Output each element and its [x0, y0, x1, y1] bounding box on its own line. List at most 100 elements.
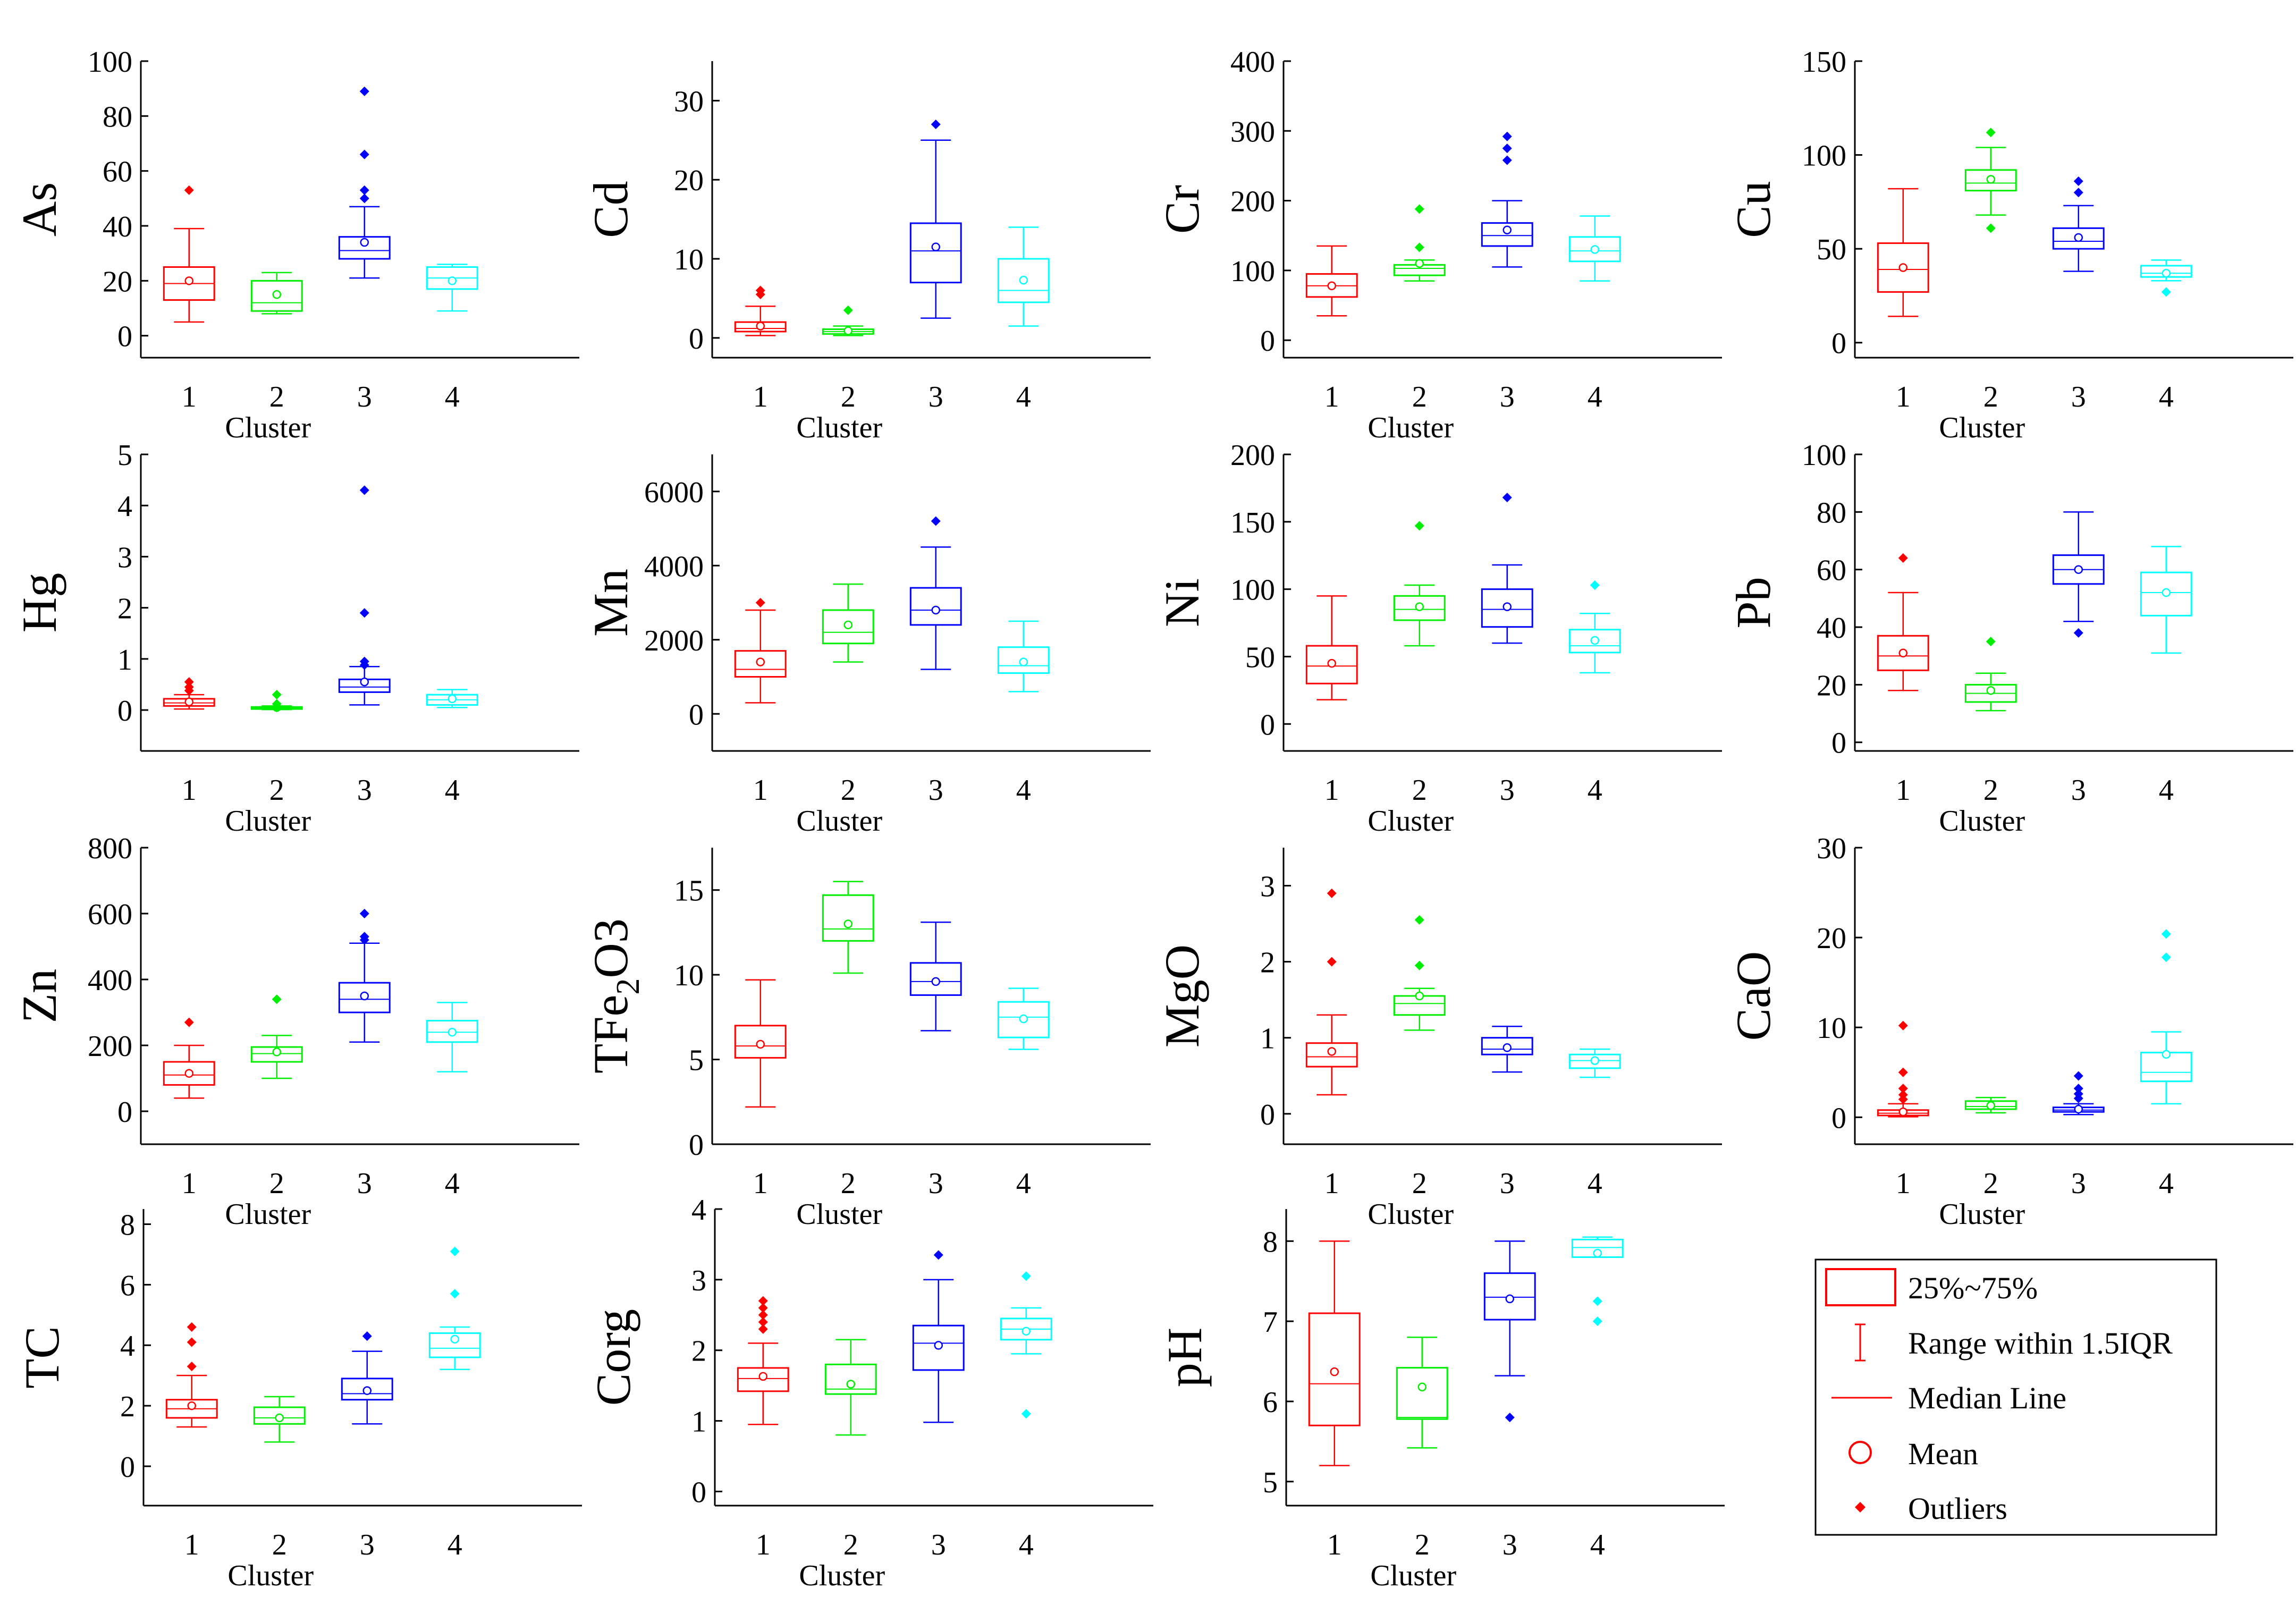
x-axis-label: Cluster: [1368, 805, 1454, 838]
outlier-marker: [1414, 242, 1424, 252]
y-tick-label: 400: [1230, 46, 1275, 79]
x-tick-label: 1: [1324, 1167, 1339, 1200]
box-cluster-3: [338, 485, 391, 706]
box-cluster-3: [2052, 176, 2105, 272]
mean-marker: [1590, 1056, 1599, 1065]
mean-marker: [934, 1341, 943, 1350]
y-axis-label: As: [12, 182, 66, 236]
x-tick-label: 1: [1324, 381, 1339, 413]
x-tick-label: 4: [448, 1528, 462, 1561]
legend: 25%~75% Range within 1.5IQR Median Line …: [1814, 1258, 2217, 1536]
y-tick-label: 4: [120, 1330, 135, 1363]
y-tick-label: 2: [691, 1335, 706, 1368]
x-tick-label: 4: [1016, 1167, 1031, 1200]
x-tick-label: 4: [445, 381, 460, 413]
y-axis-label: Mn: [584, 569, 638, 637]
mean-marker: [2074, 233, 2083, 242]
iqr-box: [824, 1363, 877, 1395]
panel-cd: 0 10 20 30 Cd 1 2 3 4 Cluster: [584, 61, 1151, 444]
mean-marker: [2162, 268, 2171, 278]
mean-marker: [2074, 565, 2083, 574]
y-tick-label: 10: [1817, 1012, 1846, 1045]
x-tick-label: 2: [1412, 774, 1427, 807]
mean-marker: [1019, 1014, 1028, 1024]
y-tick-label: 0: [689, 1129, 704, 1162]
legend-whisker-label: Range within 1.5IQR: [1908, 1326, 2173, 1361]
outlier-marker: [758, 1317, 768, 1327]
y-tick-label: 30: [1817, 832, 1846, 865]
y-axis-label: TC: [15, 1326, 69, 1389]
outlier-marker: [359, 86, 369, 96]
iqr-box: [1877, 242, 1929, 293]
y-tick-label: 0: [117, 320, 132, 353]
outlier-marker: [1502, 131, 1512, 141]
y-tick-label: 3: [691, 1264, 706, 1297]
x-tick-label: 3: [357, 381, 372, 413]
mean-marker: [1986, 1101, 1995, 1110]
x-axis-label: Cluster: [1939, 1198, 2025, 1231]
y-tick-label: 20: [674, 164, 704, 197]
mean-marker: [1590, 245, 1599, 254]
y-axis-label: TFe2O3: [584, 918, 646, 1074]
mean-marker: [448, 276, 457, 285]
x-tick-label: 1: [753, 774, 768, 807]
legend-whisker-swatch: [1855, 1323, 1865, 1362]
y-tick-label: 50: [1817, 233, 1846, 266]
outlier-marker: [359, 485, 369, 495]
y-tick-label: 300: [1230, 115, 1275, 148]
box-cluster-4: [1568, 1048, 1621, 1078]
x-tick-label: 1: [753, 381, 768, 413]
x-axis-label: Cluster: [227, 1559, 314, 1592]
x-tick-label: 2: [1412, 381, 1427, 413]
box-cluster-2: [250, 690, 303, 713]
outlier-marker: [755, 289, 765, 299]
x-axis-label: Cluster: [1368, 411, 1454, 444]
mean-marker: [450, 1334, 459, 1344]
panel-as: 0 20 40 60 80 100 As 1 2 3 4 Cluster: [12, 46, 579, 444]
y-tick-label: 4: [691, 1194, 706, 1227]
outlier-marker: [2073, 1093, 2083, 1103]
legend-box-label: 25%~75%: [1908, 1271, 2038, 1305]
box-cluster-2: [822, 881, 874, 974]
mean-marker: [1022, 1327, 1031, 1336]
outlier-marker: [933, 1250, 943, 1260]
outlier-marker: [1414, 521, 1424, 531]
y-tick-label: 200: [88, 1030, 132, 1063]
y-tick-label: 200: [1230, 439, 1275, 472]
iqr-box: [1393, 595, 1446, 621]
outlier-marker: [272, 994, 282, 1004]
y-tick-label: 1: [1260, 1023, 1275, 1055]
iqr-box: [822, 609, 874, 645]
box-cluster-1: [1305, 888, 1358, 1096]
y-tick-label: 100: [1230, 255, 1275, 288]
outlier-marker: [1986, 223, 1996, 233]
outlier-marker: [359, 660, 369, 670]
mean-marker: [1502, 225, 1512, 234]
box-cluster-4: [428, 1246, 481, 1371]
outlier-marker: [359, 185, 369, 195]
outlier-marker: [359, 149, 369, 159]
box-cluster-3: [341, 1331, 393, 1425]
y-tick-label: 8: [1263, 1226, 1278, 1258]
mean-marker: [275, 1413, 284, 1423]
mean-marker: [1898, 1107, 1907, 1117]
x-axis-label: Cluster: [796, 805, 882, 838]
box-cluster-1: [734, 285, 787, 336]
y-tick-label: 40: [1817, 612, 1846, 645]
x-axis-label: Cluster: [225, 1198, 311, 1231]
box-cluster-1: [734, 979, 787, 1108]
x-tick-label: 1: [1896, 1167, 1911, 1200]
x-axis-label: Cluster: [1939, 805, 2025, 838]
box-cluster-3: [2052, 511, 2105, 638]
iqr-box: [1481, 222, 1533, 247]
mean-marker: [1415, 602, 1424, 611]
x-tick-label: 3: [928, 381, 943, 413]
y-tick-label: 100: [1230, 574, 1275, 607]
box-cluster-2: [250, 994, 303, 1079]
mean-marker: [1590, 636, 1599, 645]
x-tick-label: 3: [357, 1167, 372, 1200]
x-tick-label: 1: [182, 774, 197, 807]
mean-marker: [448, 1027, 457, 1037]
outlier-marker: [1986, 637, 1996, 647]
